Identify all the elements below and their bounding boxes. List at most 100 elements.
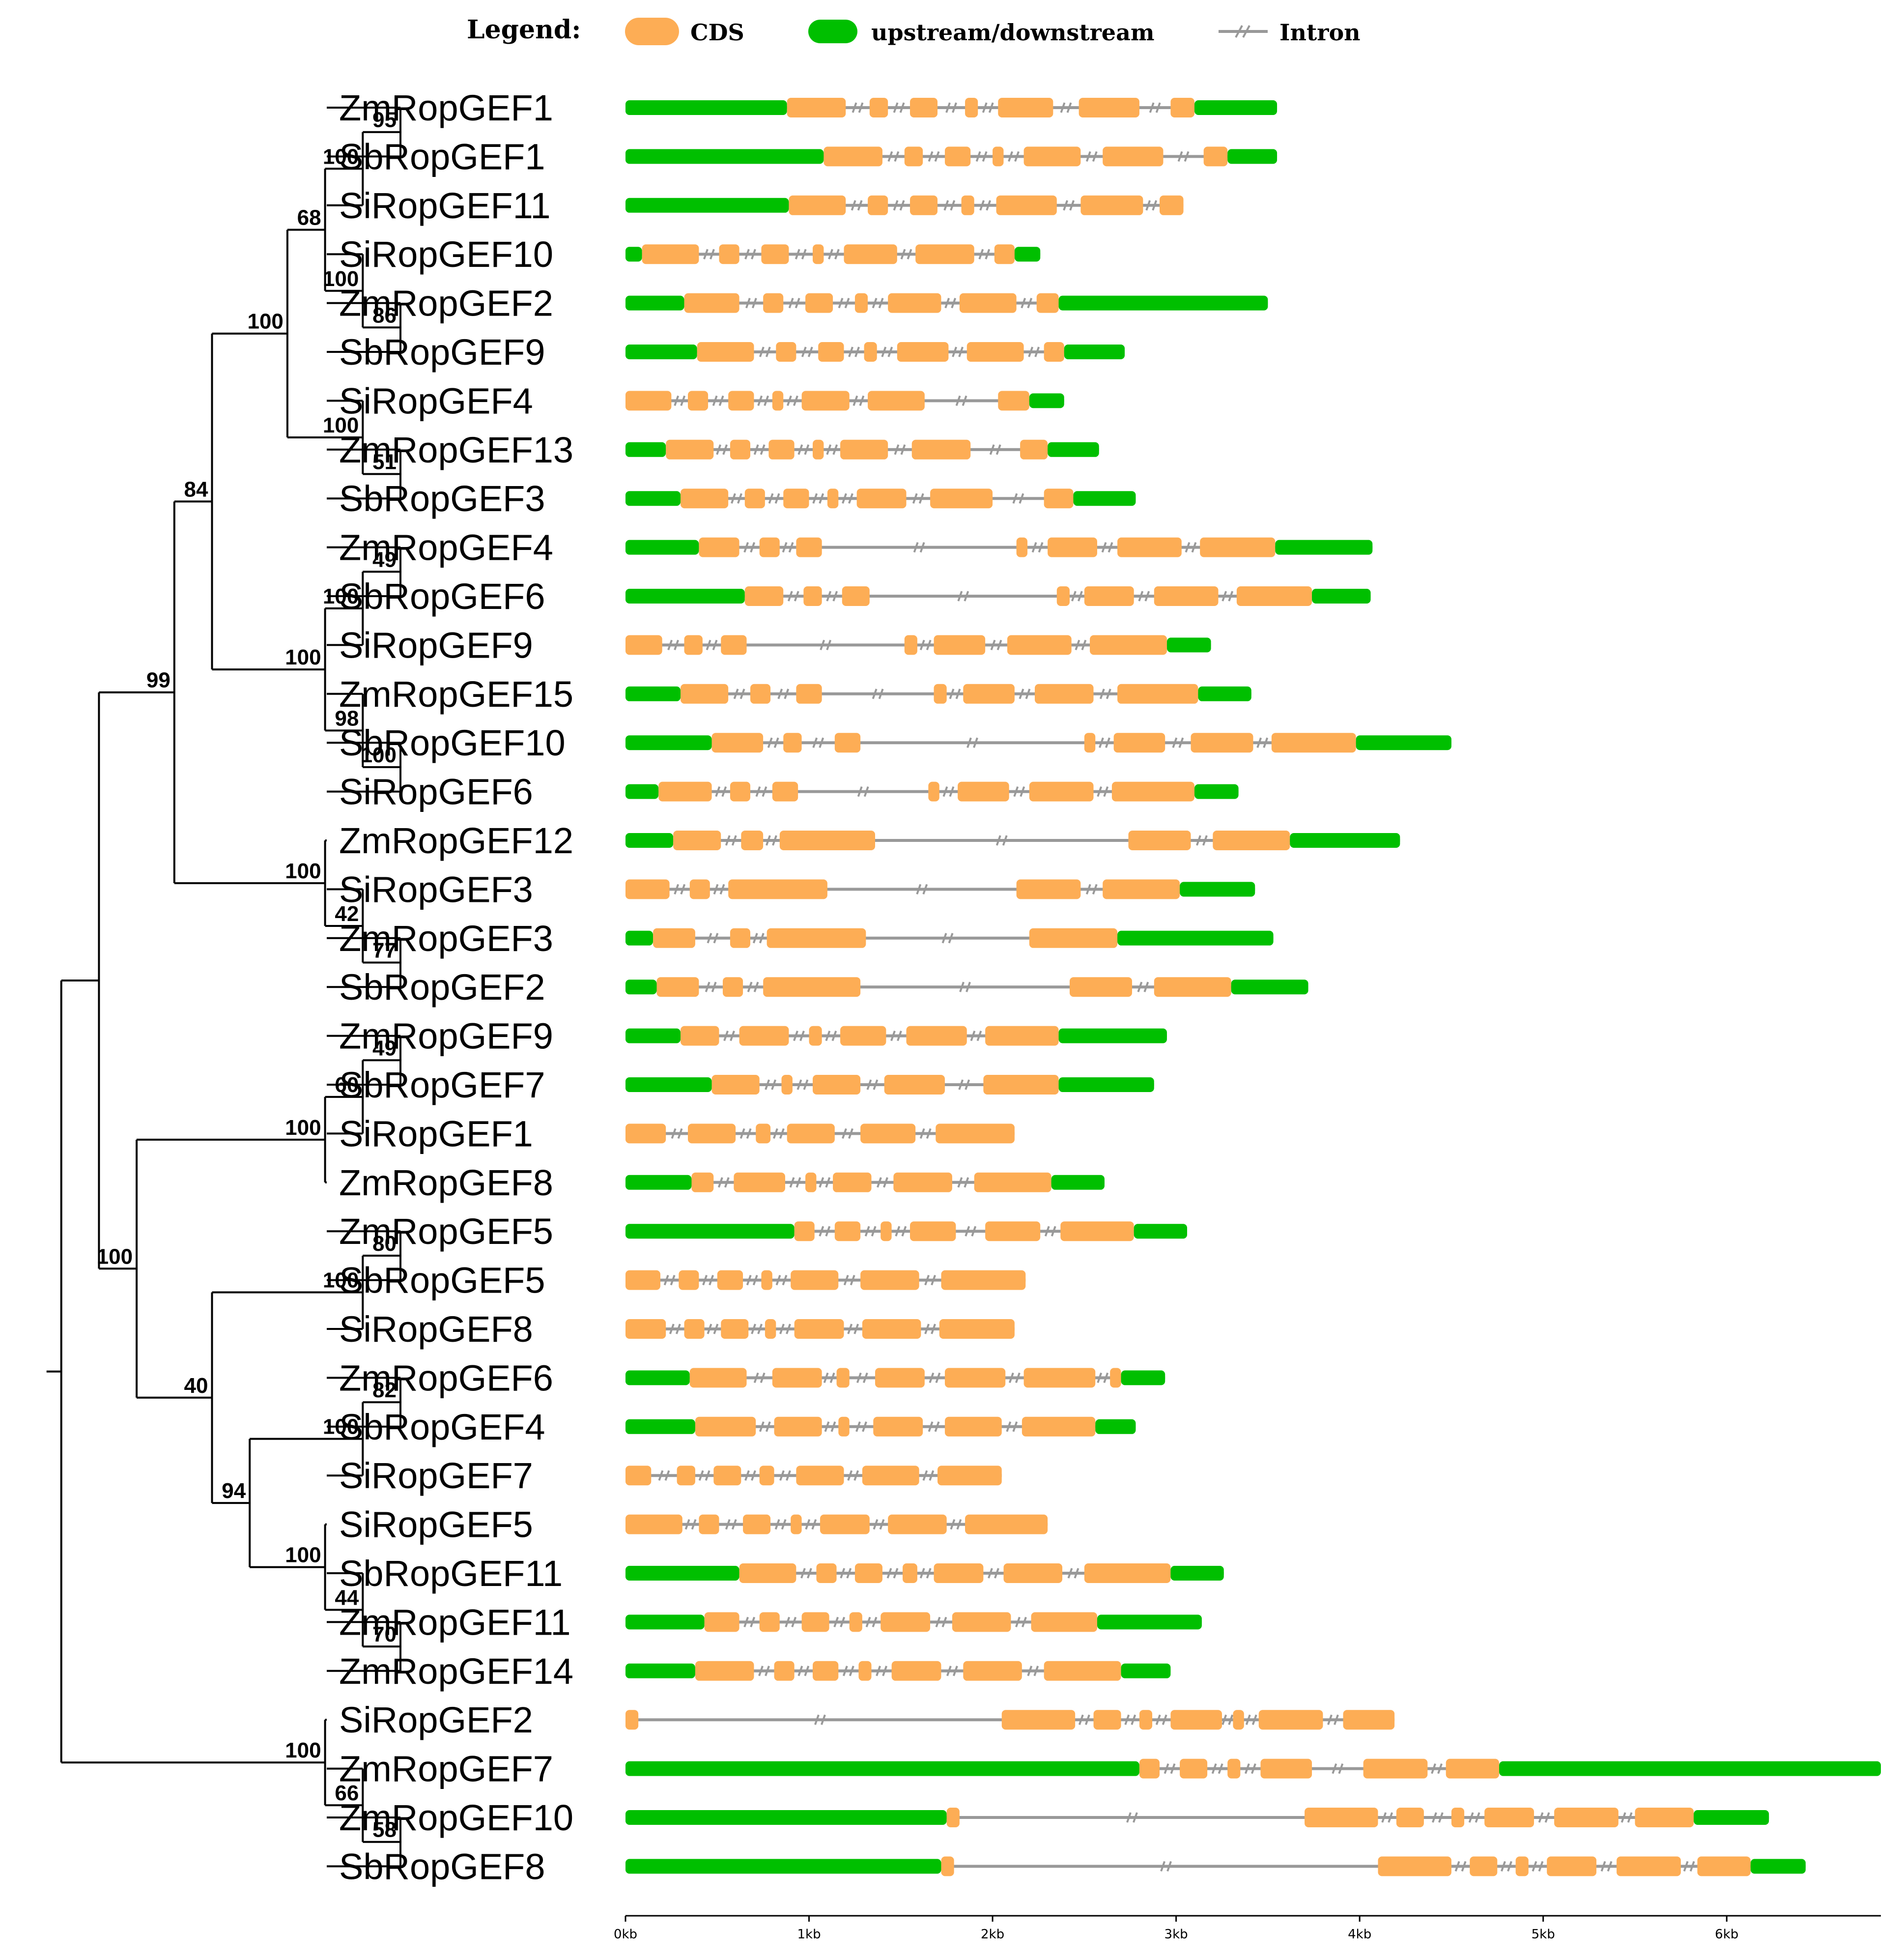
intron-break-mark xyxy=(959,981,971,992)
axis-tick-label: 2kb xyxy=(981,1927,1004,1942)
intron-break-mark xyxy=(1031,542,1044,553)
intron-break-mark xyxy=(866,1079,879,1090)
cds-block xyxy=(860,1270,919,1290)
gene-label-zmropgef9: ZmRopGEF9 xyxy=(339,1016,553,1057)
gene-label-zmropgef14: ZmRopGEF14 xyxy=(339,1651,573,1692)
intron-break-mark xyxy=(865,1616,878,1628)
intron-break-mark xyxy=(1067,1568,1079,1579)
cds-block xyxy=(904,635,917,655)
intron-break-mark xyxy=(663,1274,676,1286)
cds-block xyxy=(763,293,784,313)
cds-block xyxy=(868,195,888,215)
intron-break-mark xyxy=(877,1177,888,1188)
cds-block xyxy=(776,342,796,362)
bootstrap-value: 58 xyxy=(372,1818,397,1842)
cds-block xyxy=(911,439,971,460)
cds-block xyxy=(1484,1808,1534,1827)
cds-block xyxy=(1213,831,1290,850)
intron-break-mark xyxy=(1138,591,1150,602)
cds-block xyxy=(813,244,824,264)
cds-block xyxy=(711,1075,760,1095)
intron-break-mark xyxy=(957,1177,969,1188)
cds-block xyxy=(946,1808,960,1827)
utr-block xyxy=(625,1859,941,1874)
cds-block xyxy=(1113,733,1165,753)
intron-break-mark xyxy=(826,444,838,455)
intron-break-mark xyxy=(945,102,957,113)
cds-block xyxy=(944,1368,1006,1388)
cds-block xyxy=(744,586,784,606)
cds-block xyxy=(824,146,882,167)
cds-block xyxy=(834,733,861,753)
cds-block xyxy=(1170,1710,1222,1730)
utr-block xyxy=(1693,1810,1769,1825)
intron-break-mark xyxy=(774,1519,787,1530)
utr-block xyxy=(1058,295,1268,311)
intron-break-mark xyxy=(759,346,771,357)
cds-block xyxy=(936,1124,1015,1144)
cds-block xyxy=(1060,1221,1134,1241)
cds-block xyxy=(783,489,809,509)
bootstrap-value: 100 xyxy=(247,310,283,334)
cds-block xyxy=(767,928,866,948)
tree-node-n_c2: 98 xyxy=(327,692,400,768)
tree-node-n_root xyxy=(60,979,325,1764)
intron-break-mark xyxy=(1099,737,1110,748)
cds-block xyxy=(1044,1661,1121,1681)
cds-block xyxy=(1090,635,1167,655)
cds-block xyxy=(1236,586,1312,606)
gene-structure-sbropgef7 xyxy=(625,1075,1154,1095)
bootstrap-value: 51 xyxy=(372,450,397,474)
gene-structure-siropgef7 xyxy=(625,1466,1002,1486)
cds-block xyxy=(873,1416,923,1437)
intron-break-mark xyxy=(988,1568,999,1579)
legend-title: Legend: xyxy=(467,15,581,45)
bootstrap-value: 100 xyxy=(361,743,397,767)
gene-structure-sbropgef11 xyxy=(625,1563,1224,1583)
cds-block xyxy=(903,1563,917,1583)
intron-break-mark xyxy=(733,689,745,699)
cds-block xyxy=(1111,781,1194,802)
tree-node-n_d: 100 xyxy=(285,839,363,927)
utr-block xyxy=(1095,1419,1136,1434)
cds-block xyxy=(809,1026,822,1046)
intron-break-mark xyxy=(705,981,717,992)
utr-block xyxy=(625,491,681,506)
gene-label-sbropgef8: SbRopGEF8 xyxy=(339,1846,545,1887)
cds-block xyxy=(763,977,861,997)
gene-label-siropgef3: SiRopGEF3 xyxy=(339,869,533,910)
cds-block xyxy=(730,439,751,460)
cds-block xyxy=(1203,146,1228,167)
cds-block xyxy=(681,1026,719,1046)
cds-block xyxy=(1396,1808,1424,1827)
cds-block xyxy=(728,391,754,411)
cds-block xyxy=(854,1563,882,1583)
utr-block xyxy=(1198,686,1251,701)
intron-break-mark xyxy=(928,151,940,162)
cds-block xyxy=(750,684,771,704)
cds-block xyxy=(721,1319,749,1339)
intron-break-mark xyxy=(1327,1714,1339,1725)
utr-block xyxy=(1194,784,1239,799)
bootstrap-value: 49 xyxy=(372,548,397,572)
gene-structure-siropgef5 xyxy=(625,1514,1048,1534)
cds-block xyxy=(787,1124,835,1144)
cds-block xyxy=(625,1710,639,1730)
intron-break-mark xyxy=(674,395,686,406)
cds-block xyxy=(1003,1563,1063,1583)
intron-break-mark xyxy=(820,639,832,651)
intron-break-mark xyxy=(924,1324,936,1334)
intron-break-mark xyxy=(922,1470,935,1481)
intron-break-mark xyxy=(814,1714,826,1725)
cds-block xyxy=(625,1514,682,1534)
cds-block xyxy=(994,244,1015,264)
gene-label-sbropgef6: SbRopGEF6 xyxy=(339,576,545,617)
intron-break-mark xyxy=(919,639,932,651)
cds-block xyxy=(1056,586,1070,606)
gene-label-zmropgef11: ZmRopGEF11 xyxy=(339,1602,571,1643)
intron-break-mark xyxy=(706,639,718,651)
cds-block xyxy=(833,1172,872,1192)
gene-structure-zmropgef3 xyxy=(625,928,1274,948)
cds-block xyxy=(1343,1710,1395,1730)
utr-block xyxy=(1194,100,1278,115)
